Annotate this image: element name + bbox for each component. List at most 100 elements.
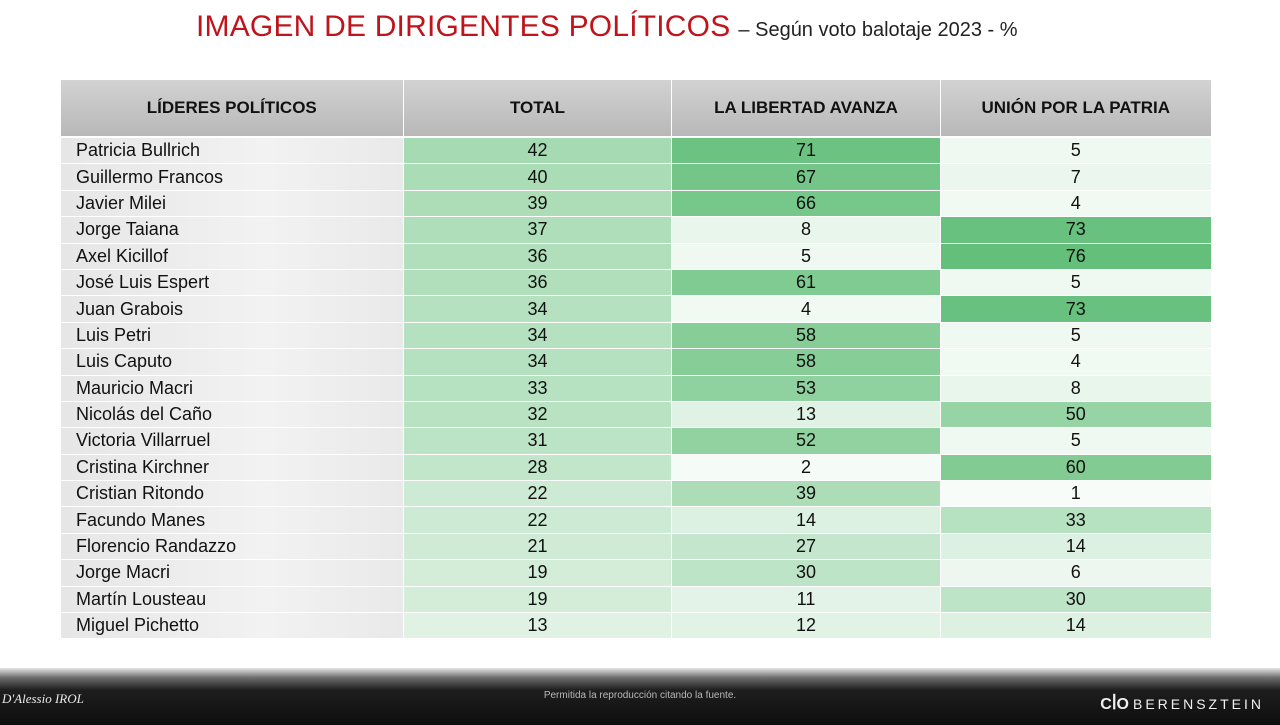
value-cell-uxp: 33 bbox=[940, 506, 1211, 534]
footer-note: Permitida la reproducción citando la fue… bbox=[543, 690, 737, 701]
value-cell-lla: 30 bbox=[671, 559, 941, 587]
title-subtitle: – Según voto balotaje 2023 - % bbox=[738, 19, 1018, 41]
leader-name: Javier Milei bbox=[60, 189, 404, 217]
table-row: Javier Milei 39 66 4 bbox=[60, 189, 1211, 217]
table-row: Jorge Taiana 37 8 73 bbox=[60, 216, 1211, 244]
value-cell-lla: 14 bbox=[671, 506, 941, 534]
value-cell-total: 32 bbox=[403, 400, 672, 428]
table-row: Facundo Manes 22 14 33 bbox=[60, 506, 1211, 534]
leader-name: Miguel Pichetto bbox=[60, 612, 404, 639]
value-cell-lla: 27 bbox=[671, 532, 941, 560]
column-header-leaders: LÍDERES POLÍTICOS bbox=[60, 80, 404, 138]
value-cell-uxp: 5 bbox=[940, 427, 1211, 455]
value-cell-lla: 66 bbox=[671, 189, 941, 217]
leader-name: Cristina Kirchner bbox=[60, 453, 404, 481]
column-header-lla: LA LIBERTAD AVANZA bbox=[671, 80, 941, 138]
table-row: Martín Lousteau 19 11 30 bbox=[60, 585, 1211, 613]
table-row: Axel Kicillof 36 5 76 bbox=[60, 242, 1211, 270]
value-cell-total: 13 bbox=[403, 612, 672, 639]
table-row: Patricia Bullrich 42 71 5 bbox=[60, 136, 1211, 164]
value-cell-lla: 52 bbox=[671, 427, 941, 455]
leader-name: Jorge Taiana bbox=[60, 216, 404, 244]
value-cell-lla: 58 bbox=[671, 321, 941, 349]
value-cell-total: 42 bbox=[403, 136, 672, 164]
berensztein-mark-icon: CꟾO bbox=[1100, 696, 1129, 713]
leader-name: Luis Petri bbox=[60, 321, 404, 349]
leader-name: Axel Kicillof bbox=[60, 242, 404, 270]
berensztein-wordmark: BERENSZTEIN bbox=[1132, 696, 1264, 712]
value-cell-total: 36 bbox=[403, 242, 672, 270]
value-cell-lla: 58 bbox=[671, 348, 941, 376]
value-cell-lla: 61 bbox=[671, 268, 941, 296]
value-cell-lla: 12 bbox=[671, 612, 941, 639]
value-cell-total: 37 bbox=[403, 216, 672, 244]
table-row: Miguel Pichetto 13 12 14 bbox=[60, 612, 1211, 639]
dalessio-logo: D'Alessio IROL bbox=[2, 691, 84, 706]
berensztein-logo: CꟾO BERENSZTEIN bbox=[1100, 694, 1264, 714]
leader-name: Cristian Ritondo bbox=[60, 480, 404, 507]
leader-name: Mauricio Macri bbox=[60, 374, 404, 402]
value-cell-lla: 2 bbox=[671, 453, 941, 481]
value-cell-uxp: 5 bbox=[940, 136, 1211, 164]
table-row: Cristina Kirchner 28 2 60 bbox=[60, 453, 1211, 481]
footer-bar: D'Alessio IROL Permitida la reproducción… bbox=[0, 668, 1280, 725]
leader-name: Jorge Macri bbox=[60, 559, 404, 587]
value-cell-uxp: 5 bbox=[940, 268, 1211, 296]
leader-name: Facundo Manes bbox=[60, 506, 404, 534]
value-cell-uxp: 50 bbox=[940, 400, 1211, 428]
value-cell-lla: 4 bbox=[671, 295, 941, 323]
table-row: Mauricio Macri 33 53 8 bbox=[60, 374, 1211, 402]
leader-name: Martín Lousteau bbox=[60, 585, 404, 613]
value-cell-total: 34 bbox=[403, 295, 672, 323]
leader-name: Juan Grabois bbox=[60, 295, 404, 323]
value-cell-uxp: 8 bbox=[940, 374, 1211, 402]
table-row: José Luis Espert 36 61 5 bbox=[60, 268, 1211, 296]
value-cell-uxp: 14 bbox=[940, 532, 1211, 560]
value-cell-total: 36 bbox=[403, 268, 672, 296]
leader-name: Luis Caputo bbox=[60, 348, 404, 376]
leader-name: Guillermo Francos bbox=[60, 163, 404, 191]
value-cell-uxp: 6 bbox=[940, 559, 1211, 587]
table-body: Patricia Bullrich 42 71 5 Guillermo Francos 4… bbox=[60, 136, 1211, 639]
value-cell-lla: 67 bbox=[671, 163, 941, 191]
value-cell-lla: 13 bbox=[671, 400, 941, 428]
value-cell-uxp: 7 bbox=[940, 163, 1211, 191]
value-cell-total: 34 bbox=[403, 321, 672, 349]
value-cell-lla: 8 bbox=[671, 216, 941, 244]
table-row: Guillermo Francos 40 67 7 bbox=[60, 163, 1211, 191]
value-cell-total: 39 bbox=[403, 189, 672, 217]
leader-name: Florencio Randazzo bbox=[60, 532, 404, 560]
value-cell-uxp: 60 bbox=[940, 453, 1211, 481]
value-cell-total: 22 bbox=[403, 506, 672, 534]
value-cell-uxp: 30 bbox=[940, 585, 1211, 613]
value-cell-uxp: 4 bbox=[940, 348, 1211, 376]
value-cell-lla: 71 bbox=[671, 136, 941, 164]
leaders-image-table: LÍDERES POLÍTICOS TOTAL LA LIBERTAD AVAN… bbox=[60, 80, 1211, 639]
chart-title: IMAGEN DE DIRIGENTES POLÍTICOS – Según vo… bbox=[196, 10, 1018, 44]
value-cell-total: 19 bbox=[403, 559, 672, 587]
table-row: Juan Grabois 34 4 73 bbox=[60, 295, 1211, 323]
value-cell-total: 22 bbox=[403, 480, 672, 507]
value-cell-uxp: 4 bbox=[940, 189, 1211, 217]
table-row: Nicolás del Caño 32 13 50 bbox=[60, 400, 1211, 428]
header-row: LÍDERES POLÍTICOS TOTAL LA LIBERTAD AVAN… bbox=[60, 80, 1211, 138]
leader-name: Patricia Bullrich bbox=[60, 136, 404, 164]
value-cell-total: 40 bbox=[403, 163, 672, 191]
table-row: Florencio Randazzo 21 27 14 bbox=[60, 532, 1211, 560]
table-row: Jorge Macri 19 30 6 bbox=[60, 559, 1211, 587]
value-cell-uxp: 73 bbox=[940, 216, 1211, 244]
column-header-total: TOTAL bbox=[403, 80, 672, 138]
value-cell-uxp: 14 bbox=[940, 612, 1211, 639]
value-cell-total: 28 bbox=[403, 453, 672, 481]
table-row: Luis Caputo 34 58 4 bbox=[60, 348, 1211, 376]
leader-name: Victoria Villarruel bbox=[60, 427, 404, 455]
value-cell-uxp: 76 bbox=[940, 242, 1211, 270]
value-cell-uxp: 1 bbox=[940, 480, 1211, 507]
table-row: Luis Petri 34 58 5 bbox=[60, 321, 1211, 349]
value-cell-total: 21 bbox=[403, 532, 672, 560]
leader-name: José Luis Espert bbox=[60, 268, 404, 296]
value-cell-lla: 39 bbox=[671, 480, 941, 507]
column-header-uxp: UNIÓN POR LA PATRIA bbox=[940, 80, 1211, 138]
table-row: Cristian Ritondo 22 39 1 bbox=[60, 480, 1211, 507]
value-cell-total: 33 bbox=[403, 374, 672, 402]
